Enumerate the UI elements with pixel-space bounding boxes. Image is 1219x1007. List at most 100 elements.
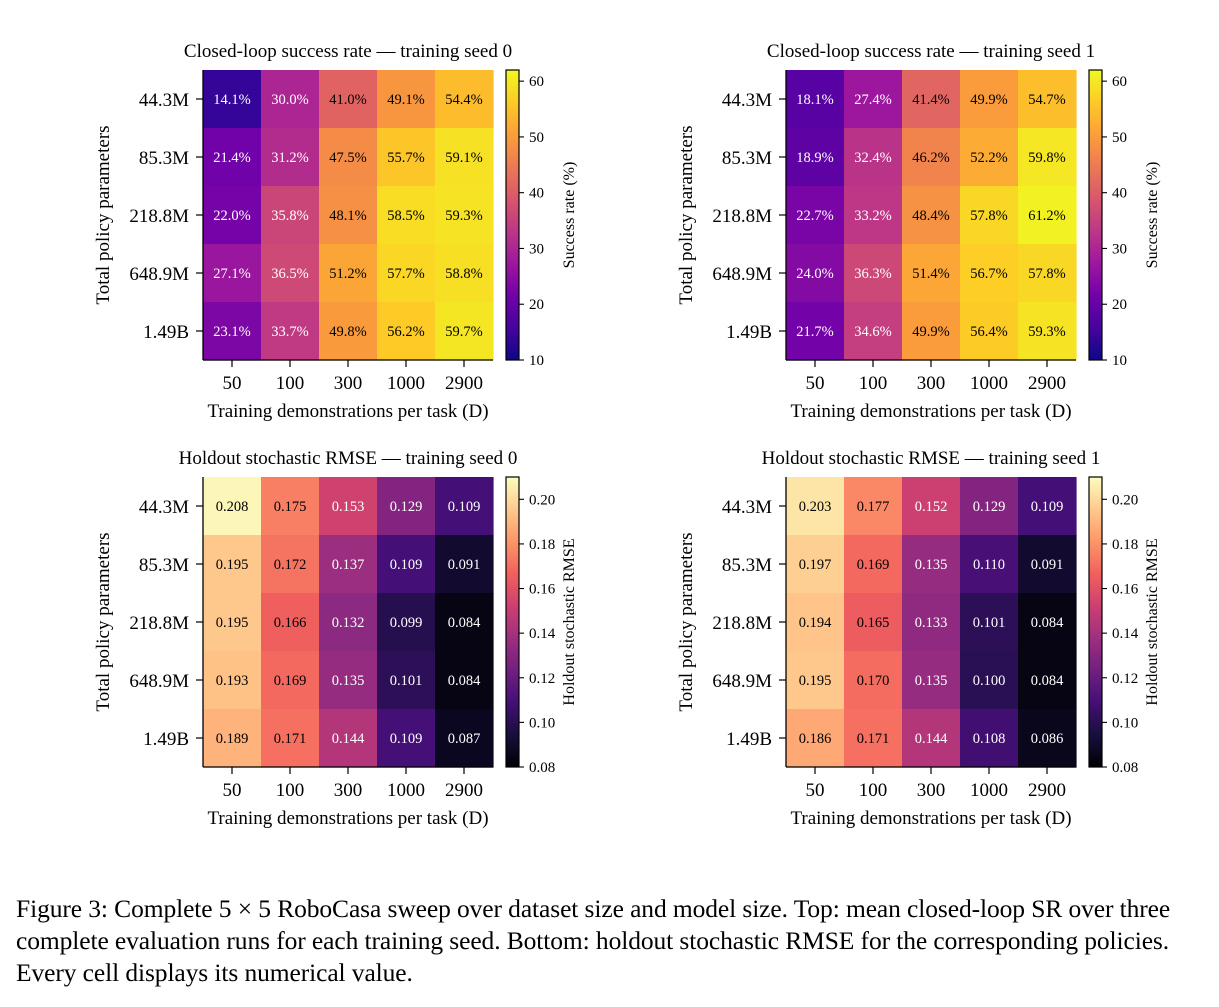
cell-label: 46.2% <box>912 150 949 166</box>
heatmap-cell <box>844 593 903 652</box>
cell-label: 0.109 <box>390 731 423 747</box>
x-tick-label: 50 <box>223 780 242 801</box>
y-tick-label: 648.9M <box>129 264 189 285</box>
x-tick-label: 1000 <box>970 780 1008 801</box>
heatmap-cell <box>319 244 378 303</box>
y-axis-label: Total policy parameters <box>93 532 114 711</box>
heatmap-cell <box>1018 477 1077 536</box>
heatmap-cell <box>261 477 320 536</box>
cell-label: 0.135 <box>915 673 948 689</box>
x-tick-label: 1000 <box>387 373 425 394</box>
x-tick-label: 50 <box>806 373 825 394</box>
colorbar-tick-label: 0.12 <box>529 671 555 687</box>
heatmap-cell <box>203 186 262 245</box>
heatmap-cell <box>261 302 320 361</box>
cell-label: 18.1% <box>796 92 833 108</box>
cell-label: 57.7% <box>387 266 424 282</box>
heatmap-cell <box>1018 128 1077 187</box>
cell-label: 48.1% <box>329 208 366 224</box>
heatmap-cell <box>203 593 262 652</box>
heatmap-cell <box>319 302 378 361</box>
heatmap-cell <box>203 651 262 710</box>
heatmap-cell <box>377 709 436 768</box>
cell-label: 0.084 <box>448 673 481 689</box>
cell-label: 49.9% <box>970 92 1007 108</box>
cell-label: 0.203 <box>799 499 832 515</box>
heatmap-cell <box>844 302 903 361</box>
x-tick-label: 2900 <box>1028 373 1066 394</box>
cell-label: 57.8% <box>970 208 1007 224</box>
x-axis-label: Training demonstrations per task (D) <box>790 808 1071 829</box>
cell-label: 0.100 <box>973 673 1006 689</box>
heatmap-cell <box>960 244 1019 303</box>
colorbar-tick-label: 20 <box>529 297 544 313</box>
heatmap-cell <box>960 128 1019 187</box>
cell-label: 0.193 <box>216 673 249 689</box>
cell-label: 56.7% <box>970 266 1007 282</box>
colorbar-tick-label: 0.12 <box>1112 671 1138 687</box>
heatmap-cell <box>960 302 1019 361</box>
heatmap-cell <box>960 477 1019 536</box>
heatmap-panel-1: Closed-loop success rate — training seed… <box>93 41 578 422</box>
x-tick-label: 100 <box>859 780 888 801</box>
x-tick-label: 100 <box>276 373 305 394</box>
cell-label: 0.109 <box>1031 499 1064 515</box>
colorbar-tick-label: 0.16 <box>529 582 556 598</box>
cell-label: 0.172 <box>274 557 307 573</box>
y-tick-label: 218.8M <box>712 613 772 634</box>
cell-label: 49.1% <box>387 92 424 108</box>
cell-label: 0.129 <box>973 499 1006 515</box>
heatmap-cell <box>377 535 436 594</box>
y-axis-label: Total policy parameters <box>93 125 114 304</box>
cell-label: 0.169 <box>857 557 890 573</box>
heatmap-cell <box>1018 302 1077 361</box>
heatmap-cell <box>1018 244 1077 303</box>
cell-label: 0.144 <box>332 731 365 747</box>
x-tick-label: 50 <box>223 373 242 394</box>
x-tick-label: 1000 <box>970 373 1008 394</box>
heatmap-cell <box>261 244 320 303</box>
cell-label: 0.177 <box>857 499 890 515</box>
colorbar-tick-label: 50 <box>529 130 544 146</box>
heatmap-cell <box>1018 651 1077 710</box>
cell-label: 59.1% <box>445 150 482 166</box>
y-axis-label: Total policy parameters <box>676 125 697 304</box>
colorbar-tick-label: 0.08 <box>529 760 555 776</box>
cell-label: 36.5% <box>271 266 308 282</box>
y-tick-label: 1.49B <box>143 322 189 343</box>
heatmap-cell <box>844 244 903 303</box>
cell-label: 23.1% <box>213 324 250 340</box>
heatmap-cell <box>435 535 494 594</box>
cell-label: 51.2% <box>329 266 366 282</box>
heatmap-cell <box>1018 70 1077 129</box>
x-tick-label: 300 <box>917 780 946 801</box>
heatmap-cell <box>786 186 845 245</box>
cell-label: 0.135 <box>915 557 948 573</box>
heatmap-cell <box>902 709 961 768</box>
heatmap-cell <box>1018 186 1077 245</box>
heatmap-cell <box>261 651 320 710</box>
x-tick-label: 100 <box>276 780 305 801</box>
colorbar-label: Success rate (%) <box>1144 162 1161 269</box>
colorbar <box>505 69 520 361</box>
y-tick-label: 1.49B <box>726 322 772 343</box>
cell-label: 0.109 <box>390 557 423 573</box>
cell-label: 0.137 <box>332 557 365 573</box>
colorbar-label: Holdout stochastic RMSE <box>561 538 578 705</box>
heatmap-cell <box>203 244 262 303</box>
cell-label: 0.108 <box>973 731 1006 747</box>
heatmap-cell <box>960 186 1019 245</box>
heatmap-cell <box>435 709 494 768</box>
x-tick-label: 1000 <box>387 780 425 801</box>
heatmap-cell <box>902 128 961 187</box>
cell-label: 54.4% <box>445 92 482 108</box>
chart-title: Holdout stochastic RMSE — training seed … <box>762 448 1101 469</box>
cell-label: 0.166 <box>274 615 307 631</box>
heatmap-cell <box>377 593 436 652</box>
cell-label: 0.091 <box>1031 557 1064 573</box>
heatmap-cell <box>786 651 845 710</box>
colorbar-tick-label: 0.08 <box>1112 760 1138 776</box>
cell-label: 56.4% <box>970 324 1007 340</box>
heatmap-cell <box>960 535 1019 594</box>
cell-label: 0.208 <box>216 499 249 515</box>
